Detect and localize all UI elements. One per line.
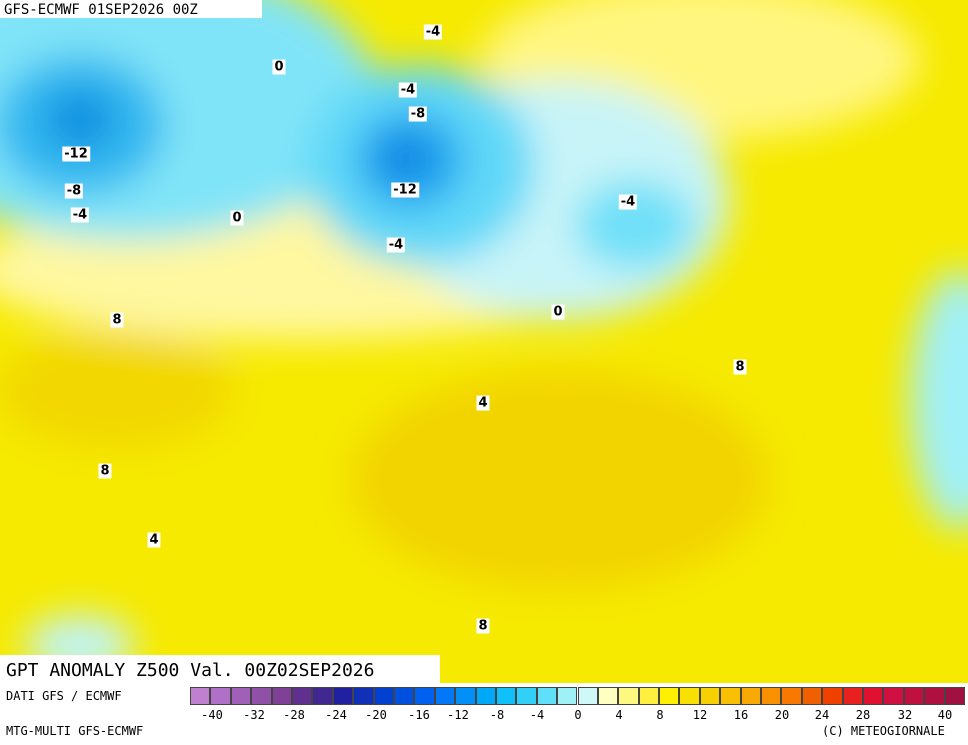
colorbar-box <box>536 687 558 705</box>
contour-label: 8 <box>110 312 124 328</box>
colorbar-label: -16 <box>408 708 430 722</box>
colorbar-box <box>597 687 619 705</box>
colorbar-label: -8 <box>489 708 505 722</box>
colorbar-box <box>781 687 802 705</box>
colorbar-label: -24 <box>325 708 347 722</box>
colorbar-box <box>455 687 476 705</box>
colorbar-label: -12 <box>447 708 469 722</box>
colorbar-label: 32 <box>897 708 913 722</box>
source: DATI GFS / ECMWF <box>6 689 122 703</box>
colorbar-box <box>863 687 884 705</box>
contour-label: 8 <box>98 463 112 479</box>
colorbar-box <box>373 687 394 705</box>
contour-label: -8 <box>64 183 84 199</box>
colorbar-box <box>414 687 435 705</box>
contour-label: 0 <box>551 304 565 320</box>
colorbar-label: 0 <box>574 708 582 722</box>
colorbar-box <box>842 687 864 705</box>
colorbar-box <box>475 687 496 705</box>
colorbar-label: 16 <box>733 708 749 722</box>
colorbar-label: 40 <box>937 708 953 722</box>
colorbar-box <box>822 687 843 705</box>
colorbar-box <box>679 687 700 705</box>
contour-label: 8 <box>733 359 747 375</box>
colorbar-box <box>720 687 741 705</box>
copyright: (C) METEOGIORNALE <box>822 724 945 738</box>
colorbar-box <box>434 687 456 705</box>
colorbar-box <box>577 687 598 705</box>
colorbar-label: -40 <box>201 708 223 722</box>
colorbar-label: 12 <box>692 708 708 722</box>
contour-label: -4 <box>398 82 418 98</box>
contour-label: 4 <box>147 532 161 548</box>
colorbar-box <box>495 687 517 705</box>
contour-label: -4 <box>386 237 406 253</box>
contour-label: 8 <box>476 618 490 634</box>
contour-label: 4 <box>476 395 490 411</box>
contour-label: 0 <box>272 59 286 75</box>
colorbar-box <box>230 687 252 705</box>
colorbar-box <box>761 687 782 705</box>
colorbar-box <box>190 687 211 705</box>
colorbar-box <box>210 687 231 705</box>
colorbar-label: -28 <box>283 708 305 722</box>
colorbar-label: 4 <box>615 708 623 722</box>
run-label: GFS-ECMWF 01SEP2026 00Z <box>4 2 198 18</box>
colorbar-box <box>699 687 721 705</box>
colorbar-box <box>332 687 354 705</box>
colorbar-box <box>557 687 578 705</box>
colorbar-box <box>659 687 680 705</box>
colorbar-box <box>516 687 537 705</box>
colorbar-box <box>291 687 313 705</box>
colorbar-box <box>312 687 333 705</box>
colorbar-label: 8 <box>656 708 664 722</box>
colorbar-box <box>251 687 272 705</box>
colorbar-box <box>271 687 292 705</box>
colorbar-box <box>353 687 374 705</box>
colorbar-box <box>944 687 965 705</box>
model: MTG-MULTI GFS-ECMWF <box>6 724 144 738</box>
colorbar-box <box>740 687 762 705</box>
colorbar-box <box>903 687 925 705</box>
colorbar-box <box>924 687 945 705</box>
map: GFS-ECMWF 01SEP2026 00Z GPT ANOMALY Z500… <box>0 0 968 683</box>
colorbar-box <box>638 687 660 705</box>
contour-label: -8 <box>408 106 428 122</box>
colorbar-label: -4 <box>529 708 545 722</box>
contour-label: -12 <box>391 182 419 198</box>
colorbar-box <box>883 687 904 705</box>
colorbar-label: 20 <box>774 708 790 722</box>
contour-label: -12 <box>62 146 90 162</box>
colorbar-box <box>393 687 415 705</box>
contour-label: -4 <box>70 207 90 223</box>
colorbar-box <box>801 687 823 705</box>
contour-label: -4 <box>618 194 638 210</box>
contour-label: -4 <box>423 24 443 40</box>
colorbar-label: 28 <box>855 708 871 722</box>
colorbar-label: -20 <box>365 708 387 722</box>
map-title: GPT ANOMALY Z500 Val. 00Z02SEP2026 <box>6 660 374 681</box>
colorbar-box <box>618 687 639 705</box>
colorbar-label: -32 <box>243 708 265 722</box>
contour-label: 0 <box>230 210 244 226</box>
colorbar-label: 24 <box>814 708 830 722</box>
